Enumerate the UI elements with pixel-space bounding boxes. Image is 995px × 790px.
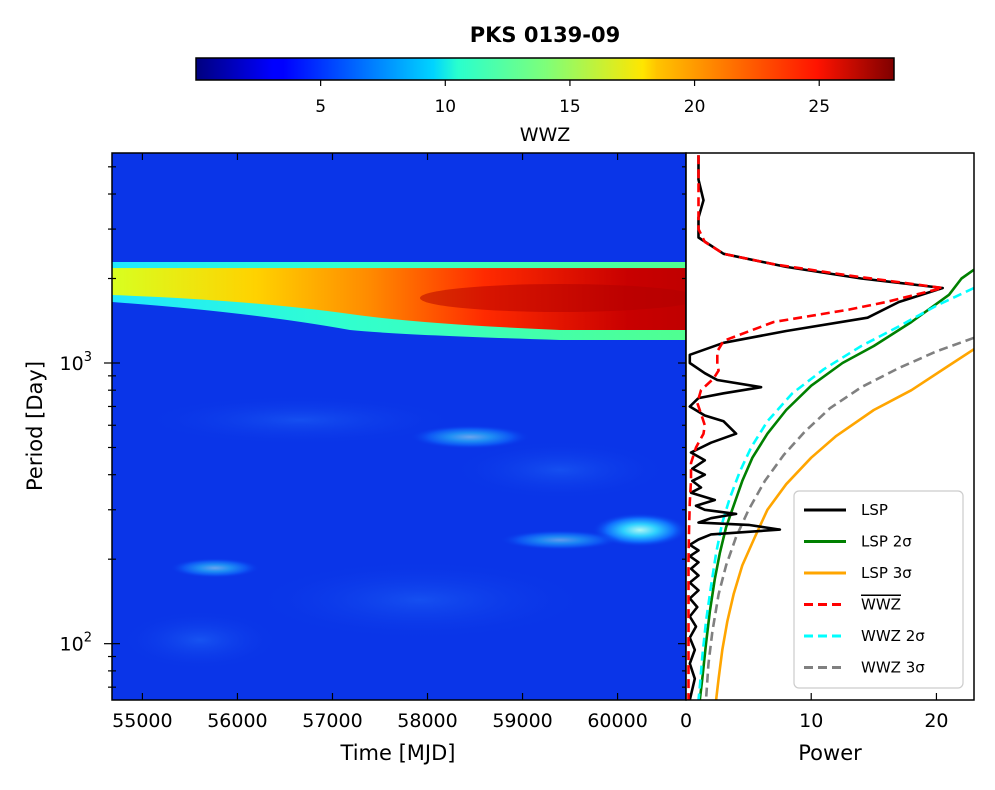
colorbar-tick-label: 25 — [808, 97, 830, 117]
colorbar-tick-label: 20 — [684, 97, 706, 117]
legend: LSP LSP 2σ LSP 3σ WWZ WWZ 2σ WWZ 3σ — [793, 490, 964, 689]
y-tick-label: 103 — [60, 350, 92, 375]
colorbar-gradient — [195, 57, 895, 81]
series-lsp-3- — [714, 348, 974, 700]
colorbar-tick-label: 10 — [434, 97, 456, 117]
faint-structure — [120, 610, 280, 670]
wwz-heatmap — [112, 153, 686, 700]
legend-label: LSP — [861, 501, 888, 519]
x-axis-label: Time [MJD] — [340, 741, 456, 765]
x-tick-label: 59000 — [492, 710, 552, 732]
power-curves — [687, 155, 974, 700]
power-tick-label: 10 — [799, 710, 823, 732]
blob-530-days — [410, 425, 530, 449]
colorbar: 5 10 15 20 25 WWZ — [195, 57, 895, 146]
colorbar-label: WWZ — [520, 124, 571, 146]
blob-180-days — [170, 558, 260, 578]
faint-structure — [250, 560, 590, 640]
chart-title: PKS 0139-09 — [470, 23, 621, 47]
band-peak — [420, 284, 686, 312]
power-axis-label: Power — [798, 741, 862, 765]
colorbar-tick-label: 5 — [315, 97, 326, 117]
x-tick-label: 57000 — [302, 710, 362, 732]
legend-label: LSP 2σ — [861, 533, 912, 551]
legend-label: WWZ 3σ — [861, 659, 925, 677]
legend-label: LSP 3σ — [861, 564, 912, 582]
x-tick-label: 60000 — [587, 710, 647, 732]
band-core — [112, 268, 686, 330]
x-tick-label: 56000 — [207, 710, 267, 732]
series-lsp — [688, 155, 944, 700]
y-axis-label: Period [Day] — [23, 361, 47, 491]
legend-label: WWZ — [861, 596, 901, 614]
faint-structure — [450, 440, 670, 500]
series-wwz-2- — [697, 286, 974, 700]
series-wwz-3- — [704, 336, 974, 700]
colorbar-ticks: 5 10 15 20 25 — [315, 80, 830, 117]
power-tick-label: 20 — [924, 710, 948, 732]
series-lsp-2- — [698, 268, 974, 700]
x-tick-label: 55000 — [112, 710, 172, 732]
x-tick-label: 58000 — [397, 710, 457, 732]
y-tick-label: 102 — [60, 631, 92, 656]
faint-structure — [140, 395, 460, 445]
colorbar-tick-label: 15 — [559, 97, 581, 117]
blob-260-tail — [500, 530, 620, 550]
legend-label: WWZ 2σ — [861, 627, 925, 645]
axes: 55000 56000 57000 58000 59000 60000 102 103 0 10 2… — [60, 153, 949, 732]
power-frame — [685, 152, 975, 701]
power-tick-label: 0 — [680, 710, 692, 732]
